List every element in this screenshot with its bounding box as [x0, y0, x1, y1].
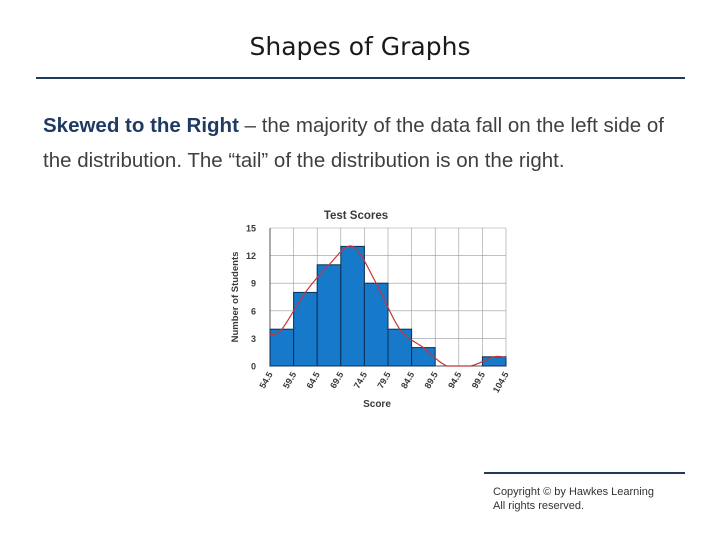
- x-tick-label: 74.5: [352, 370, 369, 390]
- histogram-bar: [340, 245, 365, 367]
- fitted-curve: [269, 245, 507, 367]
- y-tick-label: 15: [246, 224, 256, 234]
- histogram-bar: [411, 347, 436, 367]
- histogram-bar: [481, 356, 507, 367]
- x-tick-label: 94.5: [446, 370, 463, 390]
- definition-term: Skewed to the Right: [43, 114, 239, 137]
- x-tick-label: 84.5: [399, 370, 416, 390]
- histogram-bar: [387, 328, 413, 367]
- y-tick-label: 3: [251, 334, 256, 344]
- footer-divider: [484, 472, 685, 474]
- y-tick-label: 9: [251, 279, 256, 289]
- title-divider: [36, 77, 685, 79]
- copyright-line-2: All rights reserved.: [493, 500, 585, 512]
- x-tick-label: 99.5: [470, 370, 487, 390]
- x-tick-label: 89.5: [423, 370, 440, 390]
- x-tick-label: 79.5: [375, 370, 392, 390]
- x-tick-label: 59.5: [281, 370, 298, 390]
- fitted-curve-line: [269, 245, 507, 367]
- histogram-bar: [293, 291, 318, 367]
- histogram-bar: [363, 282, 389, 367]
- chart-title: Test Scores: [324, 210, 388, 222]
- x-tick-labels: 54.5 59.5 64.5 69.5 74.5 79.5 84.5 89.5 94.5 99.5…: [257, 370, 510, 395]
- histogram-bar: [316, 264, 342, 367]
- y-tick-label: 12: [246, 251, 256, 261]
- copyright-notice: Copyright © by Hawkes Learning All right…: [493, 485, 654, 513]
- y-tick-label: 6: [251, 306, 256, 316]
- x-tick-label: 104.5: [491, 370, 511, 395]
- histogram-chart: Test Scores Number of Students Score 0 3 6…: [230, 210, 511, 410]
- x-tick-label: 54.5: [257, 370, 274, 390]
- slide-title: Shapes of Graphs: [249, 32, 471, 61]
- x-tick-label: 69.5: [328, 370, 345, 390]
- copyright-line-1: Copyright © by Hawkes Learning: [493, 486, 654, 498]
- x-tick-label: 64.5: [305, 370, 322, 390]
- definition-text: Skewed to the Right – the majority of th…: [43, 108, 693, 178]
- definition-description: – the majority of the data fall on the l…: [43, 114, 664, 172]
- y-axis-label: Number of Students: [230, 252, 241, 343]
- x-axis-label: Score: [363, 399, 391, 410]
- y-tick-labels: 0 3 6 9 12 15: [246, 224, 256, 372]
- y-tick-label: 0: [251, 362, 256, 372]
